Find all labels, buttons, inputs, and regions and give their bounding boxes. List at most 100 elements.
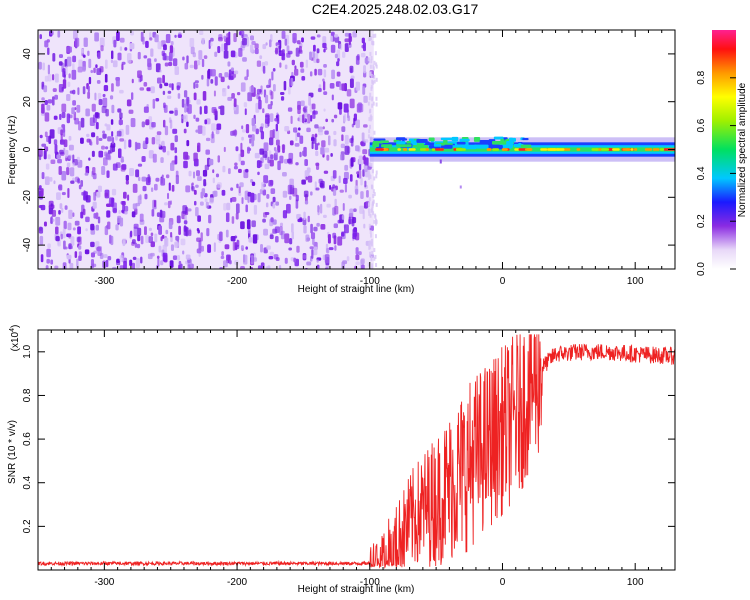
noise-cell <box>250 35 255 41</box>
noise-cell <box>232 241 236 251</box>
noise-cell <box>150 187 154 192</box>
noise-cell <box>344 164 349 171</box>
noise-cell <box>112 163 118 171</box>
noise-edge-cell <box>368 162 371 167</box>
noise-cell <box>342 51 346 58</box>
y-tick-label: 1.0 <box>22 344 33 358</box>
noise-cell <box>46 248 51 258</box>
noise-cell <box>301 75 306 81</box>
noise-cell <box>301 37 304 43</box>
noise-cell <box>41 84 44 88</box>
noise-cell <box>251 136 255 147</box>
signal-peak <box>455 148 463 151</box>
noise-cell <box>302 114 305 124</box>
signal-peak <box>514 148 520 151</box>
noise-cell <box>111 131 114 137</box>
noise-cell <box>106 170 110 178</box>
noise-cell <box>192 52 196 58</box>
noise-cell <box>77 66 83 73</box>
noise-cell <box>112 266 117 269</box>
noise-cell <box>145 235 150 244</box>
noise-cell <box>78 251 82 259</box>
noise-cell <box>105 224 109 229</box>
noise-cell <box>153 199 156 208</box>
noise-cell <box>115 224 119 231</box>
noise-cell <box>68 135 72 141</box>
noise-cell <box>48 135 52 144</box>
noise-cell <box>74 220 80 226</box>
signal-blob <box>395 137 406 141</box>
noise-cell <box>217 45 221 54</box>
noise-cell <box>214 51 218 57</box>
noise-cell <box>322 78 325 82</box>
noise-cell <box>64 205 68 210</box>
noise-cell <box>180 263 183 269</box>
colorbar-tick-label: 0.6 <box>696 118 707 132</box>
noise-cell <box>363 164 368 173</box>
noise-cell <box>111 137 115 145</box>
noise-cell <box>77 178 81 184</box>
noise-cell <box>275 139 280 146</box>
noise-cell <box>259 189 263 195</box>
noise-cell <box>287 184 293 195</box>
noise-cell <box>238 47 243 57</box>
noise-cell <box>288 152 294 160</box>
noise-cell <box>119 89 124 94</box>
noise-cell <box>160 178 166 186</box>
spectrogram-ylabel: Frequency (Hz) <box>7 116 18 185</box>
noise-cell <box>355 145 360 152</box>
noise-cell <box>211 131 214 139</box>
noise-cell <box>241 34 244 39</box>
noise-cell <box>302 150 305 157</box>
noise-cell <box>205 149 210 155</box>
noise-cell <box>289 178 294 187</box>
noise-cell <box>123 191 127 199</box>
signal-peak <box>431 148 436 151</box>
noise-cell <box>195 129 199 133</box>
noise-cell <box>295 162 299 166</box>
noise-edge-cell <box>370 84 373 89</box>
noise-cell <box>209 158 214 166</box>
noise-cell <box>57 185 62 189</box>
noise-cell <box>245 204 248 213</box>
noise-cell <box>265 114 270 124</box>
noise-cell <box>62 262 67 269</box>
noise-cell <box>219 231 223 242</box>
noise-cell <box>74 251 78 258</box>
noise-cell <box>317 142 320 146</box>
noise-cell <box>144 226 147 236</box>
signal-peak <box>630 148 634 151</box>
noise-edge-cell <box>371 185 374 190</box>
noise-cell <box>197 142 201 153</box>
noise-cell <box>332 170 337 179</box>
signal-blob <box>474 144 489 149</box>
noise-cell <box>344 38 350 43</box>
noise-cell <box>162 53 167 61</box>
noise-cell <box>314 143 319 151</box>
noise-cell <box>164 202 168 206</box>
noise-cell <box>201 74 204 80</box>
noise-cell <box>275 201 280 206</box>
noise-cell <box>339 82 342 91</box>
noise-edge-cell <box>374 215 377 220</box>
noise-cell <box>96 112 100 119</box>
noise-cell <box>355 188 359 195</box>
noise-cell <box>303 121 309 125</box>
noise-cell <box>247 134 252 138</box>
noise-cell <box>118 119 123 125</box>
signal-peak <box>486 148 492 151</box>
noise-cell <box>97 92 102 100</box>
noise-cell <box>124 47 128 51</box>
noise-cell <box>187 264 191 269</box>
noise-cell <box>283 80 287 91</box>
noise-cell <box>98 150 104 158</box>
noise-cell <box>305 59 308 68</box>
noise-cell <box>315 150 319 157</box>
noise-edge-cell <box>367 134 370 139</box>
noise-cell <box>44 146 49 152</box>
noise-cell <box>220 76 225 83</box>
noise-cell <box>206 78 210 87</box>
noise-cell <box>249 86 255 93</box>
noise-cell <box>212 169 215 174</box>
noise-cell <box>46 104 51 111</box>
